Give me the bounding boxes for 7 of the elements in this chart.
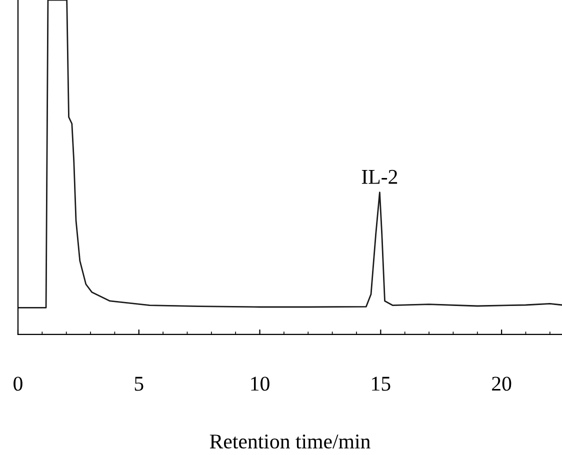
x-tick-label: 10 xyxy=(251,376,270,391)
x-tick-label: 0 xyxy=(14,376,22,391)
x-tick-label: 5 xyxy=(134,376,144,391)
annotation: IL-2 xyxy=(362,170,398,184)
x-tick-label: 20 xyxy=(492,376,512,391)
x-tick-label: 15 xyxy=(372,376,390,391)
x-axis-title: Retention time/min xyxy=(210,434,370,449)
